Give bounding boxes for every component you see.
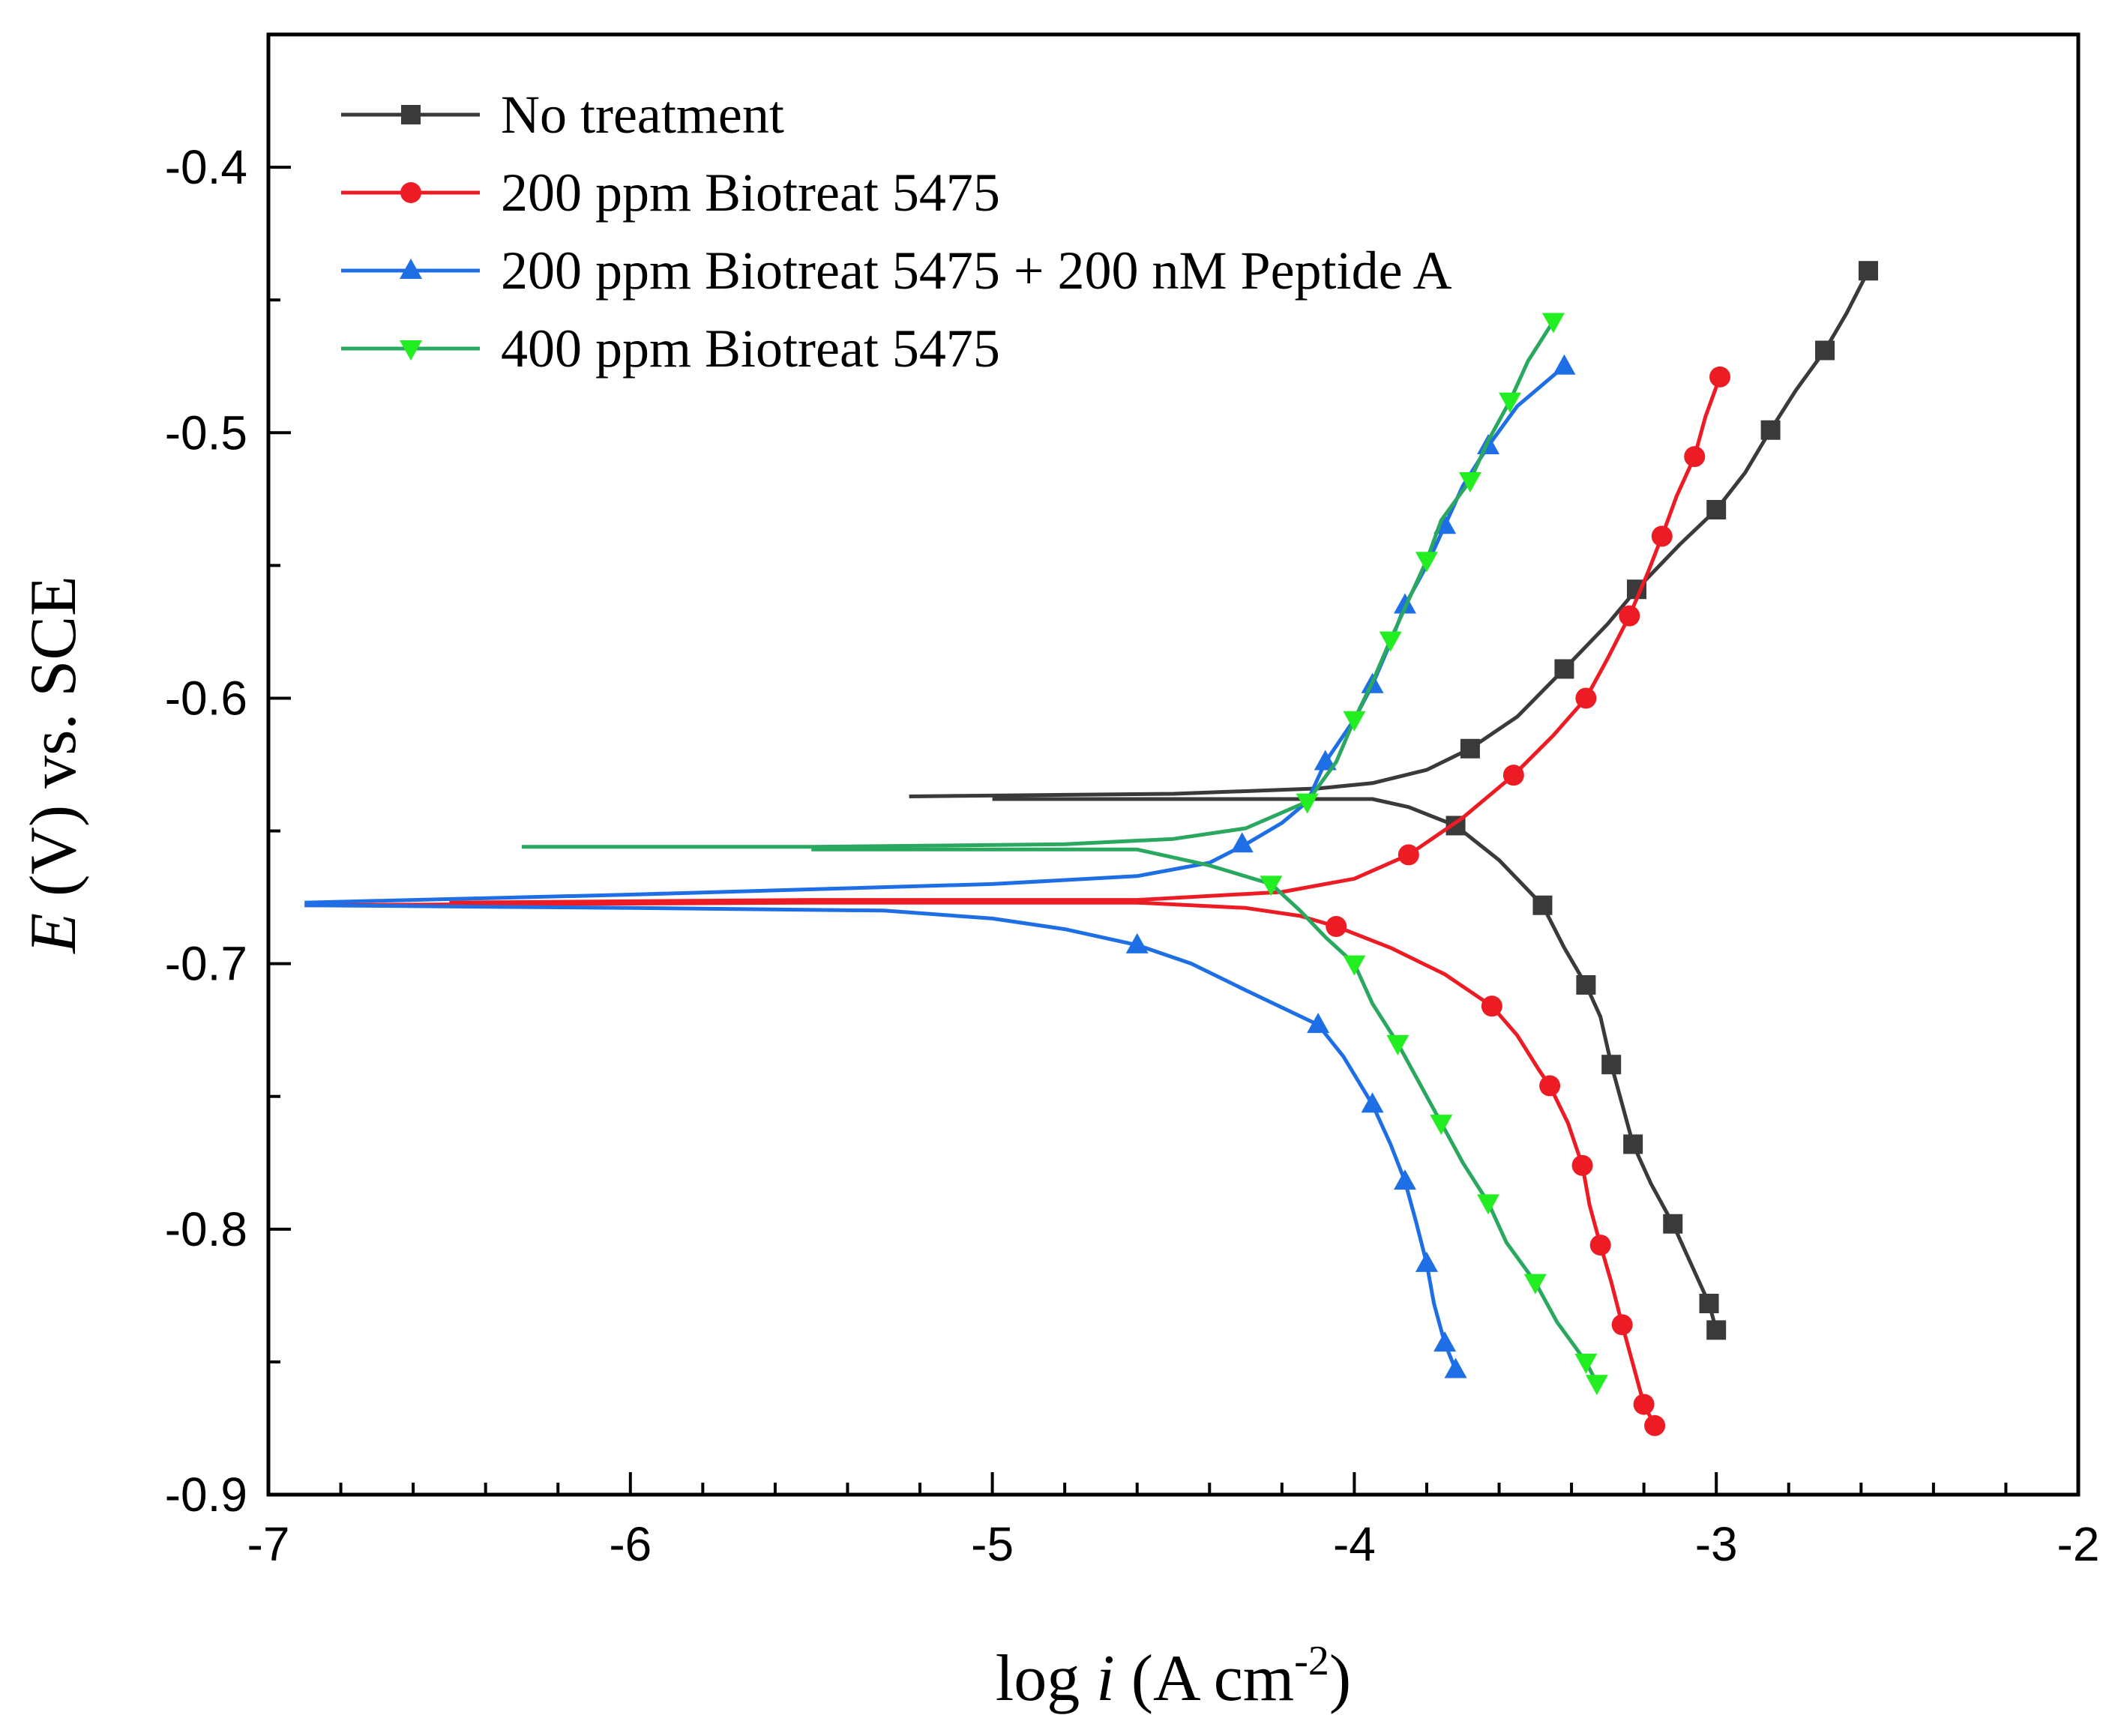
series-1-point xyxy=(1858,261,1878,281)
series-1-point xyxy=(1532,895,1553,915)
series-4 xyxy=(522,313,1608,1396)
series-4-point xyxy=(1379,631,1402,652)
y-tick-label: -0.4 xyxy=(165,140,247,194)
series-3-point xyxy=(1415,1251,1438,1272)
series-3-point xyxy=(1314,750,1337,771)
series-2-point xyxy=(1571,1154,1593,1176)
series-1-point xyxy=(1623,1134,1643,1154)
series-3-point xyxy=(1230,832,1254,853)
legend-label: 200 ppm Biotreat 5475 xyxy=(501,163,1000,223)
x-tick-label: -6 xyxy=(609,1517,652,1571)
series-2-point xyxy=(1589,1235,1611,1256)
series-2-cathodic-line xyxy=(304,900,1657,1427)
series-2-point xyxy=(1326,916,1347,938)
series-4-point xyxy=(1430,1115,1453,1136)
x-axis-title-var: i xyxy=(1096,1642,1114,1715)
legend-label: 200 ppm Biotreat 5475 + 200 nM Peptide A xyxy=(501,241,1452,301)
series-1-anodic-line xyxy=(909,270,1871,798)
legend-item-3: 200 ppm Biotreat 5475 + 200 nM Peptide A xyxy=(341,241,1452,301)
series-4-point xyxy=(1499,392,1522,413)
y-axis-title-var: E xyxy=(17,913,90,955)
x-axis-title-unit: (A cm xyxy=(1115,1642,1295,1715)
series-1 xyxy=(909,261,1878,1340)
series-4-point xyxy=(1523,1274,1547,1295)
x-tick-label: -3 xyxy=(1695,1517,1738,1571)
series-2 xyxy=(304,366,1731,1436)
series-layer xyxy=(304,261,1878,1436)
series-2-point xyxy=(1398,844,1419,866)
series-1-point xyxy=(1815,340,1835,361)
series-4-point xyxy=(1386,1034,1410,1055)
legend-item-1: No treatment xyxy=(341,85,784,145)
series-4-point xyxy=(1585,1375,1608,1396)
y-axis-title-rest: (V) vs. SCE xyxy=(17,576,90,913)
series-1-point xyxy=(1663,1214,1683,1234)
series-2-point xyxy=(1644,1414,1666,1436)
series-3-point xyxy=(1125,932,1149,953)
series-4-point xyxy=(1415,552,1438,573)
series-1-point xyxy=(1760,420,1781,440)
series-1-point xyxy=(1576,974,1596,995)
series-2-point xyxy=(1651,525,1673,547)
x-tick-label: -5 xyxy=(971,1517,1014,1571)
series-3-point xyxy=(1307,1013,1330,1034)
legend-marker xyxy=(400,340,422,361)
y-tick-label: -0.5 xyxy=(165,406,247,459)
series-2-point xyxy=(1619,605,1640,627)
y-tick-label: -0.6 xyxy=(165,671,247,725)
series-3-point xyxy=(1444,1357,1467,1378)
legend-marker xyxy=(401,105,421,124)
x-axis-title-prefix: log xyxy=(996,1642,1096,1715)
series-4-point xyxy=(1574,1353,1598,1374)
x-tick-label: -2 xyxy=(2057,1517,2100,1571)
x-axis-title-close: ) xyxy=(1329,1642,1351,1715)
series-4-point xyxy=(1296,793,1319,814)
series-1-point xyxy=(1601,1055,1622,1075)
series-2-point xyxy=(1684,446,1706,468)
series-4-point xyxy=(1260,875,1283,896)
series-1-point xyxy=(1706,1320,1727,1340)
series-1-point xyxy=(1699,1293,1719,1313)
series-2-point xyxy=(1611,1314,1633,1336)
x-tick-label: -4 xyxy=(1333,1517,1376,1571)
y-tick-label: -0.9 xyxy=(165,1468,247,1522)
series-4-anodic-line xyxy=(522,320,1556,849)
series-2-point xyxy=(1481,995,1502,1017)
ticks-layer: -7 -6 -5 -4 -3 -2 -0.9 -0.8 -0.7 -0.6 -0.5 -0.4 xyxy=(165,33,2100,1571)
series-2-point xyxy=(1709,366,1731,388)
x-tick-label: -7 xyxy=(247,1517,290,1571)
legend-item-4: 400 ppm Biotreat 5475 xyxy=(341,319,1000,379)
series-3-point xyxy=(1433,1331,1457,1352)
y-tick-label: -0.8 xyxy=(165,1202,247,1256)
legend-label: No treatment xyxy=(501,85,784,145)
series-3-point xyxy=(1553,354,1576,375)
series-2-point xyxy=(1502,765,1524,786)
x-axis-title: log i (A cm-2) xyxy=(996,1638,1351,1715)
legend-label: 400 ppm Biotreat 5475 xyxy=(501,319,1000,379)
series-4-point xyxy=(1343,711,1366,732)
series-1-point xyxy=(1460,738,1480,759)
plot-frame xyxy=(266,32,2081,1497)
x-axis-title-sup: -2 xyxy=(1294,1638,1329,1684)
series-4-point xyxy=(1343,955,1366,976)
series-3-point xyxy=(1361,1092,1384,1113)
legend-marker xyxy=(400,182,421,203)
legend-item-2: 200 ppm Biotreat 5475 xyxy=(341,163,1000,223)
series-4-point xyxy=(1477,1194,1500,1215)
y-axis-title: E (V) vs. SCE xyxy=(17,576,90,955)
series-4-point xyxy=(1458,472,1481,493)
series-3-point xyxy=(1393,1169,1416,1190)
legend: No treatment 200 ppm Biotreat 5475 200 ppm… xyxy=(341,85,1452,379)
y-tick-label: -0.7 xyxy=(165,937,247,991)
series-2-point xyxy=(1633,1393,1655,1415)
series-2-point xyxy=(1575,687,1597,709)
series-2-anodic-line xyxy=(449,376,1722,905)
legend-marker xyxy=(400,259,422,279)
series-2-point xyxy=(1539,1075,1561,1097)
series-1-point xyxy=(1706,499,1727,519)
series-4-point xyxy=(1541,313,1565,334)
series-1-point xyxy=(1554,659,1574,679)
